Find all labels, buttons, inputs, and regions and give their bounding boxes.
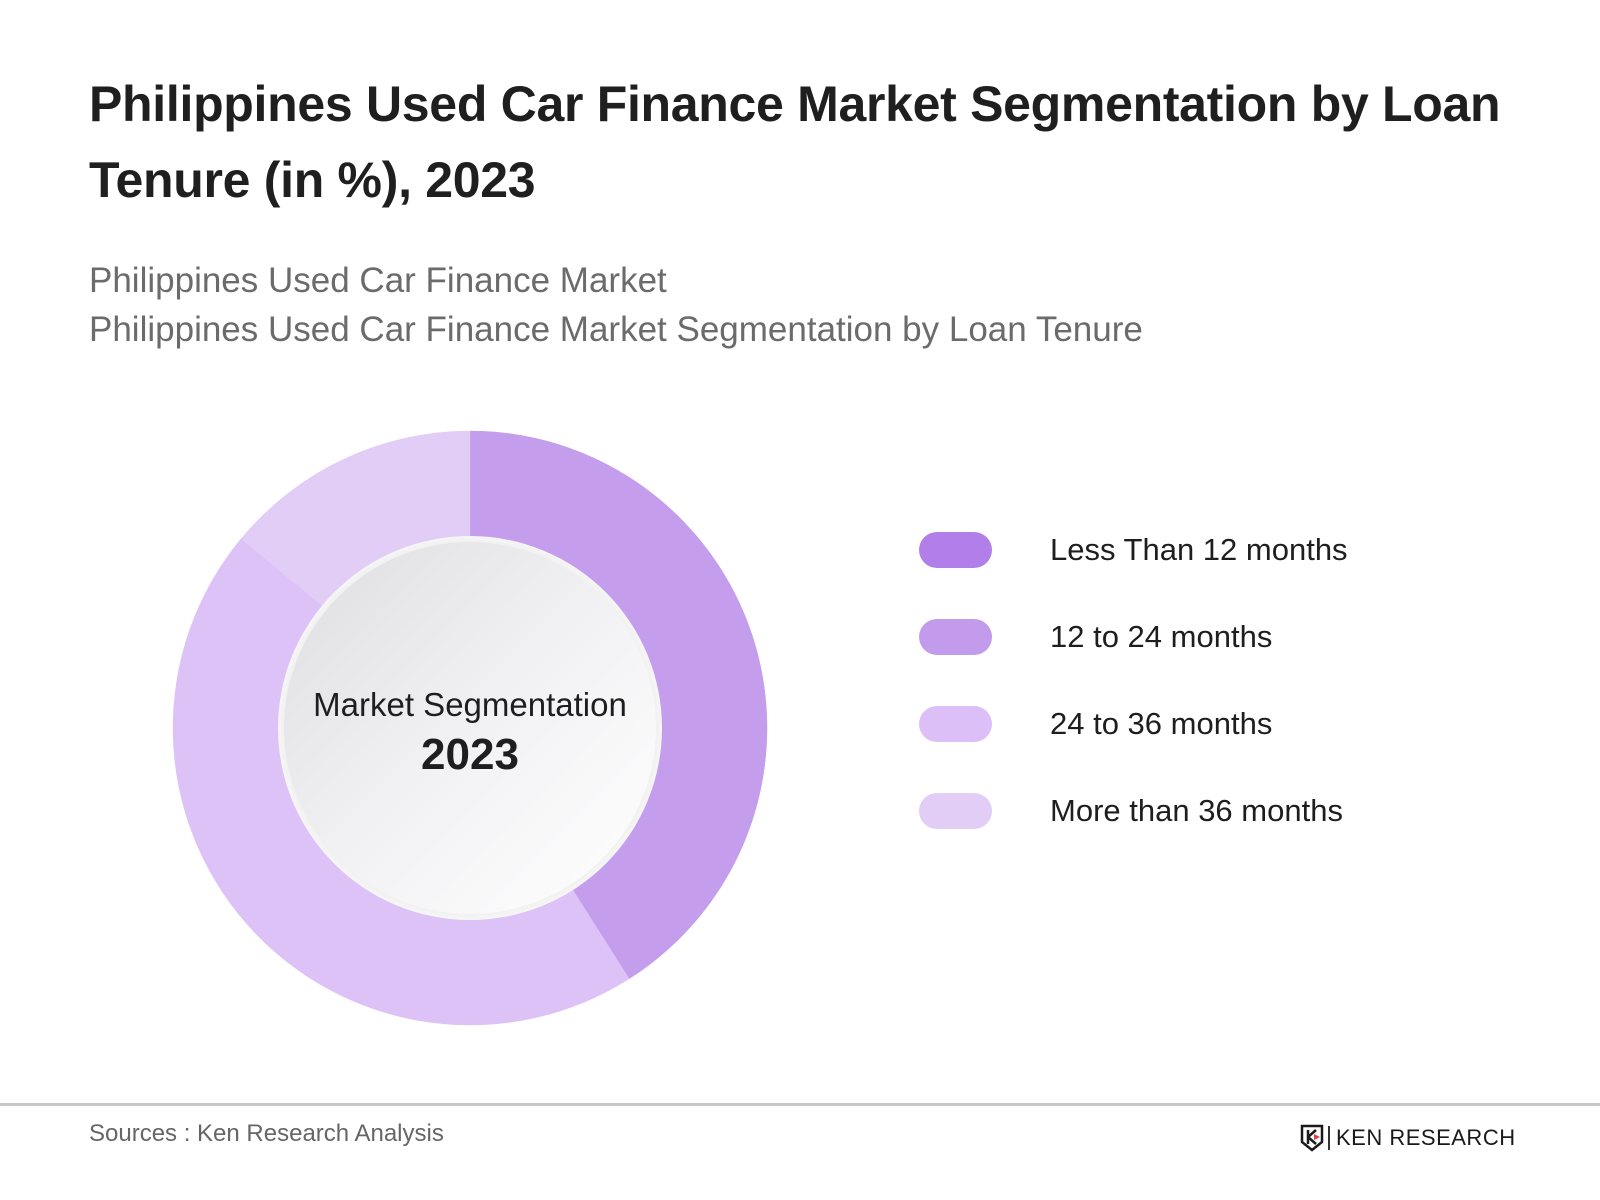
- legend-item-less-than-12: Less Than 12 months: [919, 532, 1348, 568]
- legend-label: More than 36 months: [1050, 793, 1343, 828]
- legend-swatch: [919, 706, 992, 742]
- chart-legend: Less Than 12 months 12 to 24 months 24 t…: [919, 532, 1348, 880]
- center-label-year: 2023: [421, 730, 519, 779]
- legend-item-24-to-36: 24 to 36 months: [919, 706, 1348, 742]
- donut-inner-disc: [284, 542, 656, 914]
- legend-swatch: [919, 619, 992, 655]
- donut-chart: [172, 430, 768, 1026]
- legend-item-more-than-36: More than 36 months: [919, 793, 1348, 829]
- legend-swatch: [919, 532, 992, 568]
- footer-divider: [0, 1103, 1600, 1106]
- chart-subtitle: Philippines Used Car Finance Market Phil…: [89, 256, 1143, 354]
- legend-label: Less Than 12 months: [1050, 532, 1348, 567]
- donut-center-label: Market Segmentation 2023: [280, 536, 660, 916]
- legend-label: 12 to 24 months: [1050, 619, 1273, 654]
- logo-text: KEN RESEARCH: [1336, 1125, 1516, 1150]
- ken-research-logo: KEN RESEARCH: [1300, 1124, 1516, 1152]
- chart-title: Philippines Used Car Finance Market Segm…: [89, 76, 1501, 208]
- source-note: Sources : Ken Research Analysis: [89, 1120, 444, 1147]
- center-label-text: Market Segmentation: [313, 686, 627, 723]
- logo-separator: [1328, 1126, 1330, 1150]
- subtitle-line-1: Philippines Used Car Finance Market: [89, 261, 667, 300]
- legend-swatch: [919, 793, 992, 829]
- subtitle-line-2: Philippines Used Car Finance Market Segm…: [89, 310, 1143, 349]
- legend-label: 24 to 36 months: [1050, 706, 1273, 741]
- ken-research-shield-icon: [1300, 1124, 1324, 1152]
- legend-item-12-to-24: 12 to 24 months: [919, 619, 1348, 655]
